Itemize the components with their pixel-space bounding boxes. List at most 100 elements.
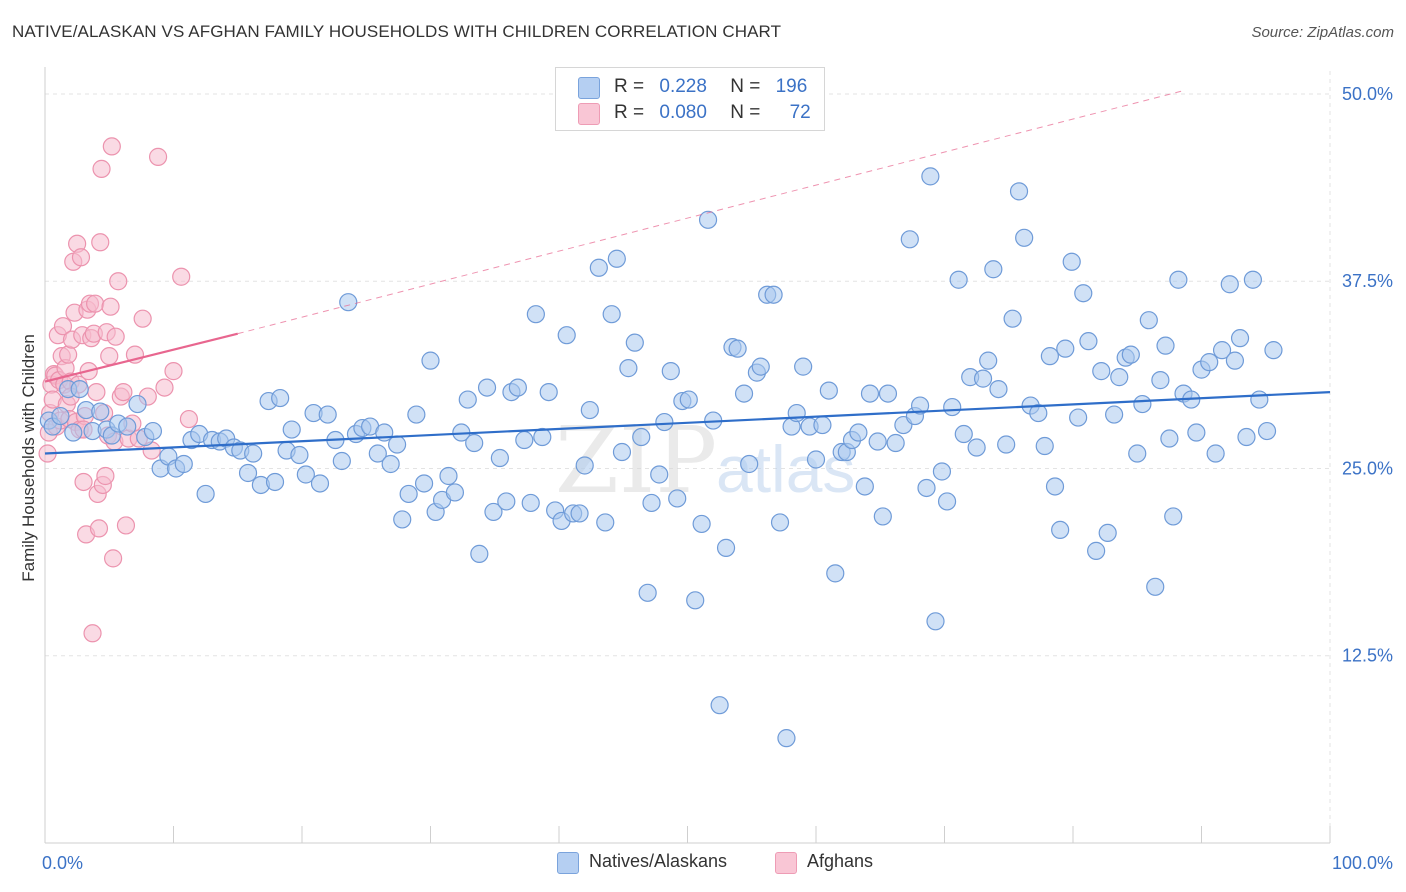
natives-point-22 [196, 484, 215, 504]
natives-point-37 [296, 465, 315, 484]
natives-point-116 [794, 357, 813, 376]
natives-point-128 [868, 432, 887, 451]
natives-point-173 [1133, 394, 1152, 414]
natives-point-127 [860, 384, 880, 403]
natives-point-130 [878, 384, 898, 403]
natives-point-53 [407, 405, 426, 424]
natives-point-91 [642, 493, 661, 513]
afghans-point-57 [116, 516, 136, 535]
natives-point-15 [143, 421, 163, 441]
natives-point-118 [806, 450, 826, 469]
y-tick-labels: 12.5% 25.0% 37.5% 50.0% [1342, 84, 1393, 666]
natives-point-33 [271, 388, 290, 408]
natives-point-167 [1098, 523, 1117, 543]
afghans-point-12 [53, 317, 73, 336]
natives-point-179 [1164, 507, 1183, 526]
natives-point-166 [1092, 362, 1111, 381]
natives-point-121 [826, 564, 845, 583]
afghans-point-68 [172, 267, 191, 286]
series-label-afghans: Afghans [807, 851, 874, 871]
natives-point-84 [602, 305, 621, 324]
natives-point-188 [1220, 275, 1239, 294]
natives-point-72 [526, 305, 545, 324]
natives-point-133 [900, 230, 919, 249]
legend-r-label: R = [614, 102, 645, 123]
natives-point-70 [515, 430, 534, 450]
natives-point-102 [710, 696, 729, 715]
y-tick-label-1: 25.0% [1342, 458, 1393, 478]
natives-point-164 [1079, 332, 1098, 351]
y-tick-label-0: 12.5% [1342, 646, 1393, 666]
afghans-point-45 [96, 466, 115, 486]
natives-point-73 [533, 427, 552, 447]
natives-point-19 [174, 454, 193, 474]
natives-point-149 [989, 379, 1008, 399]
natives-point-140 [937, 492, 957, 511]
natives-point-135 [910, 396, 930, 415]
natives-point-103 [716, 538, 736, 557]
afghans-point-16 [59, 345, 78, 364]
natives-point-165 [1087, 541, 1106, 560]
natives-point-28 [238, 463, 258, 483]
natives-point-2 [51, 406, 70, 426]
natives-point-190 [1230, 329, 1250, 348]
stats-legend: R = 0.228 N = 196 R = 0.080 N = 72 [555, 67, 825, 131]
natives-point-85 [607, 249, 626, 268]
afghans-point-40 [89, 519, 109, 538]
natives-point-171 [1121, 345, 1140, 364]
legend-n-value: 196 [775, 76, 808, 97]
legend-swatch-pink [578, 103, 600, 125]
natives-point-47 [368, 444, 387, 463]
natives-point-83 [596, 513, 615, 532]
afghans-point-69 [179, 409, 199, 429]
natives-point-50 [387, 435, 407, 454]
natives-point-185 [1200, 353, 1219, 372]
natives-point-147 [979, 351, 998, 370]
natives-trend-line [44, 390, 1331, 455]
natives-point-49 [381, 454, 400, 474]
natives-point-153 [1015, 228, 1034, 247]
legend-r-label: R = [614, 76, 645, 97]
natives-point-178 [1160, 429, 1179, 448]
natives-point-163 [1074, 284, 1093, 303]
natives-point-43 [339, 293, 358, 312]
afghans-point-50 [102, 137, 121, 156]
series-label-natives: Natives/Alaskans [589, 851, 728, 871]
natives-point-119 [813, 415, 832, 435]
natives-point-107 [740, 454, 759, 474]
natives-point-180 [1169, 270, 1188, 289]
natives-point-169 [1110, 368, 1129, 387]
natives-point-142 [949, 270, 968, 289]
natives-point-148 [984, 260, 1003, 279]
natives-point-64 [477, 378, 497, 397]
natives-point-80 [575, 456, 594, 475]
natives-point-191 [1237, 427, 1256, 447]
natives-point-120 [819, 381, 838, 400]
natives-point-150 [997, 435, 1016, 454]
natives-point-81 [580, 400, 599, 420]
natives-point-156 [1035, 436, 1054, 456]
natives-point-86 [612, 442, 632, 462]
natives-point-151 [1003, 309, 1022, 328]
natives-point-194 [1257, 421, 1277, 441]
natives-point-35 [282, 420, 301, 439]
natives-point-145 [967, 438, 986, 457]
natives-point-66 [490, 448, 509, 468]
afghans-point-48 [100, 347, 119, 366]
trend-lines [44, 90, 1331, 455]
legend-r-value: 0.228 [659, 76, 707, 97]
afghans-point-62 [133, 309, 152, 328]
natives-point-99 [692, 514, 711, 534]
natives-point-131 [886, 433, 905, 453]
natives-point-58 [439, 466, 458, 486]
natives-point-139 [932, 462, 952, 481]
natives-point-98 [686, 591, 705, 610]
natives-point-90 [638, 583, 657, 602]
afghans-point-53 [106, 327, 125, 346]
natives-point-8 [91, 402, 110, 421]
natives-point-168 [1105, 405, 1124, 424]
natives-point-93 [655, 412, 674, 432]
natives-point-160 [1056, 339, 1075, 358]
natives-point-97 [679, 390, 698, 409]
afghans-point-42 [92, 159, 111, 178]
